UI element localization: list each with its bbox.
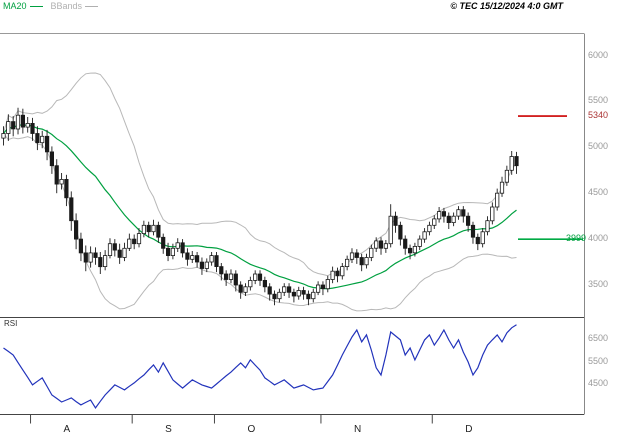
level-label-support: 3999 — [566, 233, 587, 244]
rsi-tick-label: 5500 — [588, 355, 609, 366]
bollinger-upper-line — [3, 72, 517, 277]
ma20-label: MA20 — [3, 1, 27, 11]
copyright-timestamp: © TEC 15/12/2024 4:0 GMT — [450, 1, 563, 11]
candlesticks — [1, 107, 519, 306]
month-label-S: S — [165, 424, 172, 435]
ma20-line — [3, 124, 517, 290]
price-tick-label: 6000 — [588, 49, 609, 60]
bbands-line-swatch — [85, 5, 99, 7]
rsi-line — [3, 324, 517, 409]
bollinger-lower-line — [3, 133, 517, 312]
month-label-O: O — [247, 424, 256, 435]
price-tick-label: 3500 — [588, 279, 609, 289]
bbands-label: BBands — [50, 1, 83, 11]
legend-item-ma20: MA20 — [3, 1, 43, 11]
month-label-N: N — [353, 424, 362, 435]
price-tick-label: 5500 — [588, 95, 609, 106]
ma20-line-swatch — [29, 5, 43, 7]
legend-item-bbands: BBands — [51, 1, 99, 11]
price-tick-label: 5000 — [588, 141, 609, 152]
legend: MA20 BBands — [3, 1, 99, 11]
month-label-D: D — [465, 424, 473, 435]
level-label-resistance: 5340 — [588, 110, 609, 121]
price-tick-label: 4500 — [588, 187, 609, 198]
rsi-tick-label: 4500 — [588, 378, 609, 388]
month-label-A: A — [63, 424, 71, 435]
price-tick-label: 4000 — [588, 233, 609, 244]
rsi-tick-label: 6500 — [588, 333, 609, 343]
rsi-panel-title: RSI — [4, 319, 18, 328]
